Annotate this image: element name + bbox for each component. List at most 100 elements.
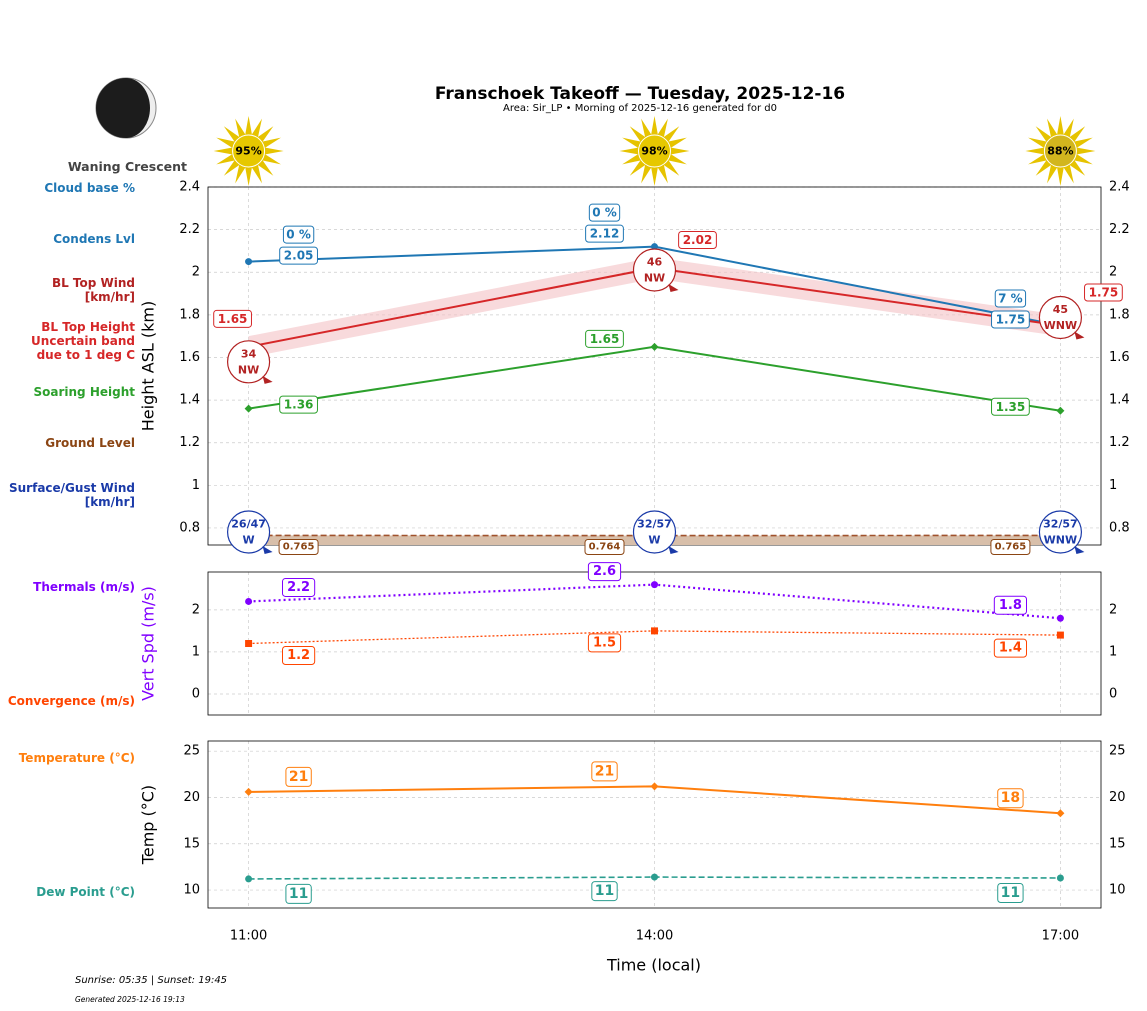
y-tick-label-right: 1.6 [1109, 350, 1130, 365]
y-tick-label: 2.4 [179, 180, 200, 195]
sun-icon [619, 116, 690, 186]
convergence-label: 1.5 [593, 635, 616, 650]
sun-icon [213, 116, 284, 186]
y-tick-label: 0.8 [179, 520, 200, 535]
bl-wind-barb-direction: WNW [1044, 319, 1077, 332]
label-soaring-height: Soaring Height [33, 385, 136, 399]
thermals-marker [651, 581, 658, 589]
convergence-label: 1.2 [287, 648, 310, 663]
y-tick-label-right: 2.4 [1109, 180, 1130, 195]
cloud-base-label: 0 % [286, 228, 311, 242]
generated-timestamp: Generated 2025-12-16 19:13 [75, 995, 185, 1004]
y-tick-label: 10 [183, 883, 200, 898]
soaring-label: 1.36 [284, 398, 314, 412]
convergence-label: 1.4 [999, 641, 1022, 656]
bl-wind-barb [632, 248, 677, 292]
ground-level-label-box [990, 539, 1031, 555]
y-tick-label-right: 1 [1109, 478, 1117, 493]
label-bl-top-height: BL Top Height Uncertain band due to 1 de… [31, 320, 135, 362]
thermals-label: 2.6 [593, 564, 616, 579]
x-tick-label: 14:00 [636, 929, 673, 944]
label-ground-level: Ground Level [45, 436, 135, 450]
bl-top-label-box [213, 309, 252, 328]
sun-disc [232, 134, 266, 168]
surface-wind-barb [226, 510, 271, 554]
thermals-label-box [587, 562, 622, 582]
bl-wind-barb-speed: 46 [647, 255, 663, 268]
y-tick-label: 0 [192, 686, 200, 701]
y-tick-label-right: 1.4 [1109, 393, 1130, 408]
bl-wind-barb-direction: NW [644, 271, 665, 284]
condens-label: 1.75 [996, 313, 1026, 327]
sun-percent-label: 88% [1047, 145, 1073, 158]
bl-top-label-box [1084, 283, 1123, 302]
cloud-base-label-box [282, 225, 315, 244]
dew-point-label: 11 [1001, 885, 1020, 901]
convergence-marker [1056, 631, 1064, 639]
soaring-marker [1056, 406, 1065, 415]
y-tick-label: 2.2 [179, 222, 200, 237]
surface-wind-barb-speed: 26/47 [231, 518, 266, 531]
label-bl-top-wind: BL Top Wind [km/hr] [51, 276, 135, 304]
label-dew-point: Dew Point (°C) [36, 885, 135, 899]
surface-wind-barb-speed: 32/57 [637, 518, 672, 531]
bl-top-label-box [678, 230, 717, 249]
y-tick-label: 1.2 [179, 435, 200, 450]
sun-icon [1025, 116, 1096, 186]
condens-label: 2.05 [284, 249, 314, 263]
convergence-marker [245, 640, 253, 647]
soaring-label-box [991, 397, 1030, 416]
convergence-line [248, 630, 1061, 645]
sun-times: Sunrise: 05:35 | Sunset: 19:45 [75, 975, 228, 986]
sun-disc [638, 134, 671, 168]
sun-percent-label: 95% [235, 145, 261, 158]
y-tick-label-right: 25 [1109, 744, 1126, 759]
thermals-label-box [282, 577, 316, 597]
convergence-marker [651, 627, 658, 635]
y-tick-label-right: 2 [1109, 265, 1117, 280]
y-tick-label: 1.8 [179, 307, 200, 322]
ground-level-label-box [584, 539, 625, 555]
temperature-label: 21 [289, 769, 308, 785]
y-tick-label: 1 [192, 478, 200, 493]
y-tick-label-right: 2.2 [1109, 222, 1130, 237]
convergence-label-box [282, 646, 316, 665]
moon-shadow [96, 78, 150, 138]
surface-wind-barb [632, 510, 677, 554]
sun-percent-label: 98% [641, 145, 667, 158]
temperature-label-box [997, 788, 1024, 809]
soaring-marker [650, 342, 659, 351]
surface-wind-barb [1038, 510, 1083, 554]
bl-wind-barb-arrow [1074, 331, 1085, 340]
label-surface-wind: Surface/Gust Wind [km/hr] [9, 481, 135, 509]
dew-point-marker [1056, 874, 1064, 882]
y-tick-label: 20 [183, 790, 200, 805]
y-tick-label: 25 [183, 744, 200, 759]
bl-top-label: 1.75 [1089, 286, 1119, 300]
y-tick-label-right: 20 [1109, 790, 1126, 805]
dew-point-label: 11 [289, 886, 308, 902]
soaring-marker [244, 404, 253, 413]
x-tick-label: 11:00 [230, 929, 267, 944]
chart-title: Franschoek Takeoff — Tuesday, 2025-12-16 [434, 84, 846, 104]
temperature-marker [244, 787, 253, 796]
panel-frame [207, 571, 1102, 716]
y-tick-label: 1.6 [179, 350, 200, 365]
label-convergence: Convergence (m/s) [7, 694, 135, 708]
thermals-label: 2.2 [287, 580, 310, 595]
y-tick-label-right: 1.2 [1109, 435, 1130, 450]
y-tick-label-right: 15 [1109, 836, 1126, 851]
y-tick-label-right: 0 [1109, 686, 1117, 701]
thermals-marker [245, 597, 253, 605]
cloud-base-label: 0 % [592, 206, 617, 220]
surface-wind-barb-direction: W [648, 534, 660, 547]
surface-wind-barb-direction: WNW [1044, 534, 1077, 547]
y-axis-label: Height ASL (km) [139, 301, 158, 431]
bl-wind-barb-speed: 45 [1053, 303, 1068, 316]
ground-level-label: 0.764 [589, 542, 621, 553]
x-axis-label: Time (local) [606, 956, 701, 975]
y-axis-label: Temp (°C) [139, 785, 158, 865]
dew-point-label-box [591, 881, 618, 902]
condens-marker [245, 258, 253, 266]
